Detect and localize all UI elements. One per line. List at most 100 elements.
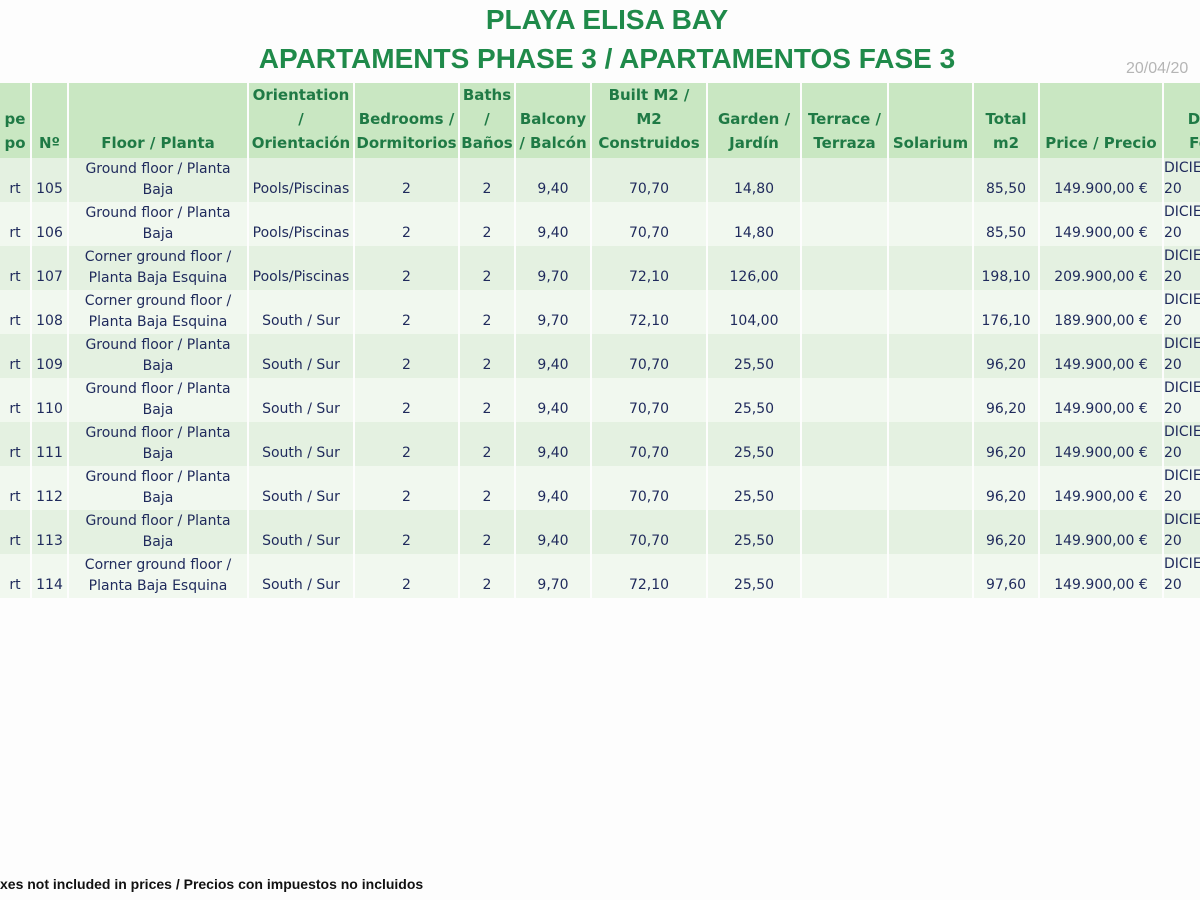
cell: South / Sur (249, 510, 353, 554)
cell: 198,10 (974, 246, 1038, 290)
column-header: Baths / Baños (460, 83, 514, 158)
empty-cell (802, 246, 887, 290)
date-line: 20 (1164, 577, 1182, 593)
cell: 14,80 (708, 158, 800, 202)
date-cell: DICIE 20 (1164, 466, 1200, 510)
cell: 2 (460, 510, 514, 554)
date-line: DICIE (1164, 204, 1200, 220)
date-line: 20 (1164, 533, 1182, 549)
cell: rt (0, 246, 30, 290)
cell: Pools/Piscinas (249, 158, 353, 202)
header-line: Solarium (892, 134, 969, 152)
header-line: po (4, 134, 26, 152)
date-line: DICIE (1164, 512, 1200, 528)
floor-cell: Corner ground floor / Planta Baja Esquin… (69, 290, 247, 334)
empty-cell (889, 202, 972, 246)
empty-cell (802, 290, 887, 334)
cell: South / Sur (249, 334, 353, 378)
date-cell: DICIE 20 (1164, 334, 1200, 378)
table-row: rt 114 Corner ground floor / Planta Baja E… (0, 554, 1200, 598)
cell: 72,10 (592, 290, 706, 334)
empty-cell (889, 334, 972, 378)
cell: 113 (32, 510, 67, 554)
cell: rt (0, 290, 30, 334)
cell: 96,20 (974, 466, 1038, 510)
cell: 9,40 (516, 466, 590, 510)
cell: 2 (355, 466, 458, 510)
date-line: DICIE (1164, 292, 1200, 308)
cell: 9,40 (516, 202, 590, 246)
date-line: 20 (1164, 489, 1182, 505)
title: PLAYA ELISA BAY (485, 4, 729, 35)
cell: 85,50 (974, 202, 1038, 246)
cell: rt (0, 334, 30, 378)
empty-cell (802, 554, 887, 598)
cell: 25,50 (708, 466, 800, 510)
header-line: Terrace / (807, 110, 882, 128)
header-row: pe po Nº Floor / Planta Orientation / Orientac… (0, 83, 1200, 158)
floor-cell: Corner ground floor / Planta Baja Esquin… (69, 246, 247, 290)
cell: 9,40 (516, 378, 590, 422)
date-line: DICIE (1164, 380, 1200, 396)
cell: South / Sur (249, 422, 353, 466)
floor-cell: Ground floor / Planta Baja (69, 510, 247, 554)
header-line: Total (985, 110, 1027, 128)
date-line: DICIE (1164, 556, 1200, 572)
cell: 25,50 (708, 554, 800, 598)
empty-cell (889, 290, 972, 334)
date-line: 20 (1164, 401, 1182, 417)
cell: 72,10 (592, 554, 706, 598)
empty-cell (889, 246, 972, 290)
price-table: pe po Nº Floor / Planta Orientation / Orientac… (0, 83, 1200, 598)
cell: 72,10 (592, 246, 706, 290)
cell: Pools/Piscinas (249, 202, 353, 246)
date-line: 20 (1164, 269, 1182, 285)
floor-cell: Ground floor / Planta Baja (69, 378, 247, 422)
column-header: Solarium (889, 83, 972, 158)
date-cell: DICIE 20 (1164, 554, 1200, 598)
table-row: rt 110 Ground floor / Planta Baja South / S… (0, 378, 1200, 422)
header-line: Orientation (252, 86, 350, 104)
cell: 85,50 (974, 158, 1038, 202)
empty-cell (889, 158, 972, 202)
header-line: Baths (462, 86, 512, 104)
cell: rt (0, 422, 30, 466)
floor-cell: Ground floor / Planta Baja (69, 334, 247, 378)
cell: 70,70 (592, 334, 706, 378)
subtitle: APARTAMENTS PHASE 3 / APARTAMENTOS FASE … (258, 43, 956, 74)
cell: 9,40 (516, 334, 590, 378)
date-line: DICIE (1164, 248, 1200, 264)
cell: rt (0, 158, 30, 202)
cell: 2 (355, 158, 458, 202)
empty-cell (802, 466, 887, 510)
cell: 2 (355, 554, 458, 598)
column-header: Total m2 (974, 83, 1038, 158)
cell: 70,70 (592, 378, 706, 422)
cell: 176,10 (974, 290, 1038, 334)
empty-cell (889, 466, 972, 510)
empty-cell (889, 510, 972, 554)
cell: 9,40 (516, 158, 590, 202)
cell: 2 (460, 466, 514, 510)
cell: 105 (32, 158, 67, 202)
date-cell: DICIE 20 (1164, 290, 1200, 334)
floor-cell: Ground floor / Planta Baja (69, 158, 247, 202)
table-row: rt 108 Corner ground floor / Planta Baja E… (0, 290, 1200, 334)
cell: South / Sur (249, 378, 353, 422)
date-cell: DICIE 20 (1164, 158, 1200, 202)
table-row: rt 111 Ground floor / Planta Baja South / S… (0, 422, 1200, 466)
cell: 96,20 (974, 378, 1038, 422)
empty-cell (802, 422, 887, 466)
floor-cell: Ground floor / Planta Baja (69, 422, 247, 466)
cell: 2 (460, 158, 514, 202)
header-line: Construidos (598, 134, 700, 152)
cell: 108 (32, 290, 67, 334)
header-line: pe (4, 110, 26, 128)
cell: 2 (355, 422, 458, 466)
cell: 126,00 (708, 246, 800, 290)
floor-cell: Ground floor / Planta Baja (69, 466, 247, 510)
cell: 96,20 (974, 334, 1038, 378)
cell: 9,70 (516, 290, 590, 334)
column-header: Garden / Jardín (708, 83, 800, 158)
date-cell: DICIE 20 (1164, 422, 1200, 466)
